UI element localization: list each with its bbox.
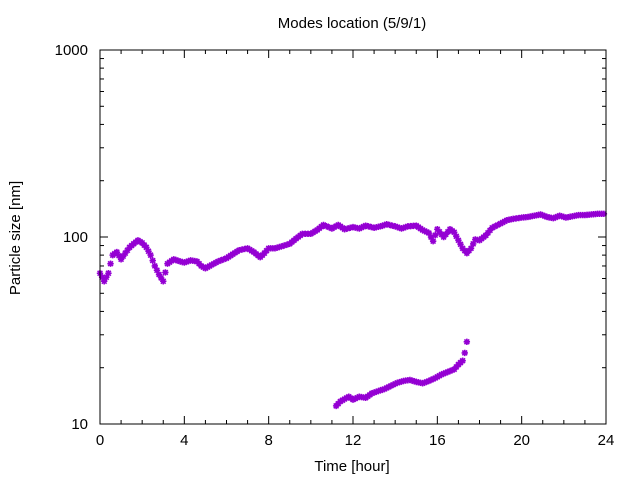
data-point-series-1 <box>600 210 608 218</box>
data-point-series-1 <box>429 237 437 245</box>
data-point-series-1 <box>153 267 161 274</box>
y-tick-label: 1000 <box>55 42 88 59</box>
data-point-series-1 <box>283 241 291 248</box>
y-tick-label: 100 <box>63 229 88 246</box>
data-point-series-1 <box>358 224 365 231</box>
data-point-series-2 <box>438 371 445 378</box>
y-tick-label: 10 <box>71 416 88 433</box>
data-point-series-1 <box>101 278 108 285</box>
data-points <box>96 210 608 410</box>
data-point-series-2 <box>427 376 435 384</box>
x-tick-label: 16 <box>429 432 446 449</box>
data-point-series-1 <box>220 256 227 263</box>
data-point-series-1 <box>124 247 131 254</box>
data-point-series-1 <box>117 256 125 263</box>
x-tick-label: 0 <box>96 432 104 449</box>
data-point-series-1 <box>103 274 110 281</box>
data-point-series-1 <box>552 214 559 221</box>
y-axis-label: Particle size [nm] <box>7 181 24 295</box>
axis-ticks: 0 4 8 12 16 20 24 10 100 1000 <box>55 42 615 449</box>
data-point-series-2 <box>419 380 426 387</box>
data-point-series-1 <box>119 253 127 260</box>
data-point-series-1 <box>457 241 464 248</box>
plot-frame <box>99 49 607 425</box>
x-tick-label: 4 <box>180 432 188 449</box>
data-point-series-1 <box>453 233 460 240</box>
data-point-series-1 <box>105 270 112 277</box>
data-point-series-1 <box>115 252 123 259</box>
data-point-series-1 <box>494 221 501 229</box>
data-point-series-1 <box>143 244 150 251</box>
x-tick-label: 20 <box>513 432 530 449</box>
data-point-series-2 <box>421 379 428 386</box>
data-point-series-1 <box>539 212 546 219</box>
data-point-series-2 <box>442 369 449 376</box>
data-point-series-1 <box>554 213 561 220</box>
data-point-series-1 <box>122 249 129 257</box>
data-point-series-1 <box>320 221 327 229</box>
data-point-series-1 <box>155 271 163 278</box>
data-point-series-1 <box>491 223 499 230</box>
data-point-series-2 <box>429 375 437 383</box>
data-point-series-2 <box>444 368 452 376</box>
data-point-series-1 <box>98 274 106 281</box>
x-tick-label: 8 <box>264 432 272 449</box>
data-point-series-1 <box>427 233 435 241</box>
data-point-series-2 <box>423 378 430 385</box>
data-point-series-1 <box>160 278 167 285</box>
data-point-series-1 <box>425 229 433 237</box>
data-point-series-1 <box>280 242 288 249</box>
data-point-series-1 <box>432 232 439 239</box>
data-point-series-1 <box>550 215 557 222</box>
data-point-series-1 <box>323 222 330 230</box>
data-point-series-1 <box>149 257 156 264</box>
data-point-series-1 <box>469 240 477 248</box>
x-axis-label: Time [hour] <box>314 458 389 475</box>
data-point-series-1 <box>145 248 152 255</box>
x-tick-label: 24 <box>598 432 615 449</box>
data-point-series-1 <box>157 274 165 282</box>
data-point-series-2 <box>463 338 471 346</box>
data-point-series-1 <box>467 245 475 252</box>
data-point-series-1 <box>451 229 458 236</box>
data-point-series-1 <box>113 248 121 256</box>
data-point-series-1 <box>541 212 549 220</box>
data-point-series-1 <box>325 224 333 231</box>
data-point-series-2 <box>461 349 468 357</box>
chart-title: Modes location (5/9/1) <box>278 15 426 32</box>
x-tick-label: 12 <box>345 432 362 449</box>
data-point-series-1 <box>360 223 367 230</box>
data-point-series-1 <box>162 269 169 276</box>
data-point-series-1 <box>537 211 544 218</box>
data-point-series-1 <box>356 225 363 232</box>
data-point-series-1 <box>455 237 462 244</box>
data-point-series-1 <box>488 224 496 231</box>
data-point-series-2 <box>425 377 433 385</box>
data-point-series-1 <box>147 251 154 259</box>
data-point-series-2 <box>440 370 447 377</box>
data-point-series-1 <box>214 258 222 265</box>
data-point-series-2 <box>446 367 454 375</box>
data-point-series-1 <box>151 262 159 270</box>
data-point-series-1 <box>107 260 114 267</box>
data-point-series-2 <box>459 357 466 364</box>
data-point-series-2 <box>448 366 456 374</box>
data-point-series-1 <box>217 257 225 264</box>
data-point-series-1 <box>278 243 285 250</box>
